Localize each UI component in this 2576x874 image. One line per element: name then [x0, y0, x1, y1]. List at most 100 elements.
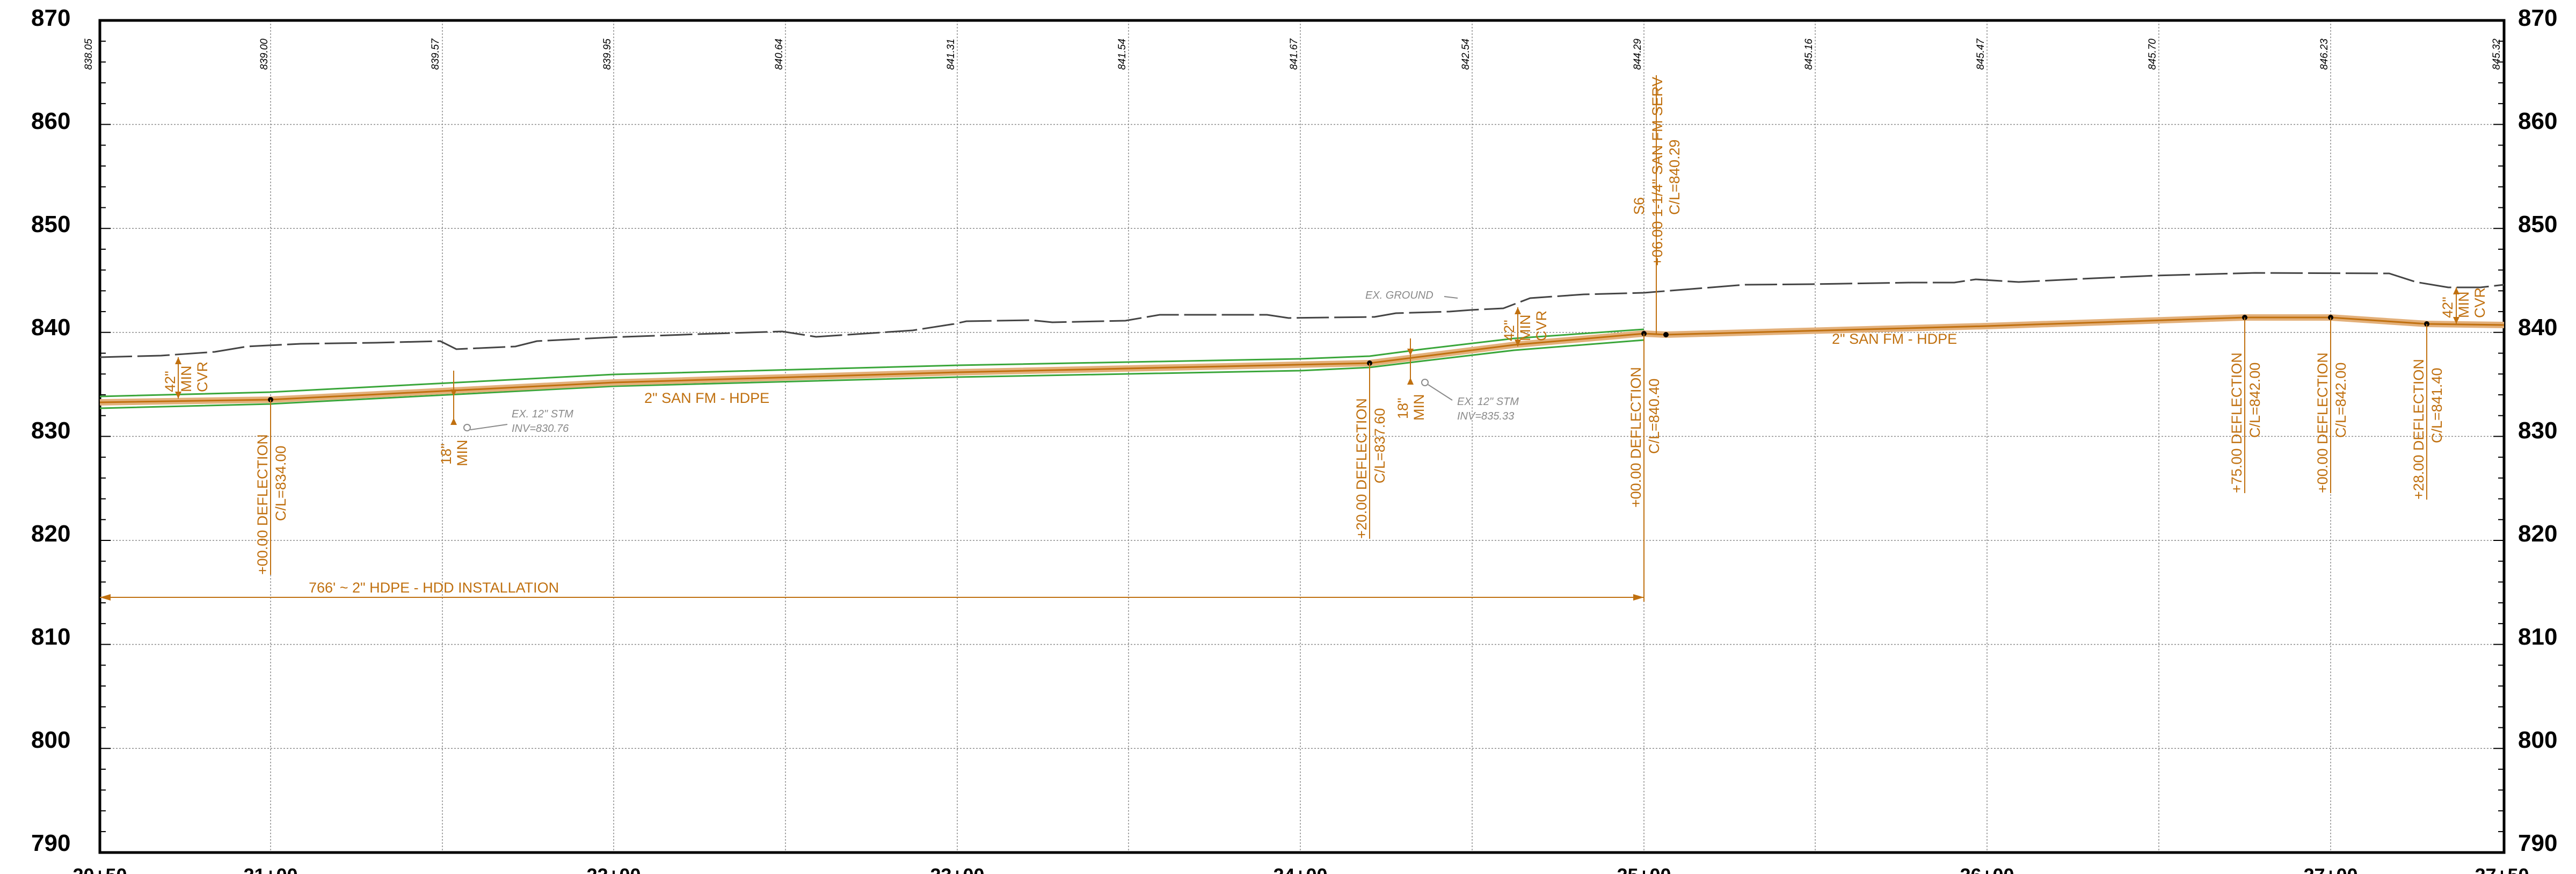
- hdd-label: 766' ~ 2" HDPE - HDD INSTALLATION: [309, 580, 559, 596]
- pipe-centreline: [99, 316, 2505, 403]
- deflection-labels: +00.00 DEFLECTION C/L=834.00 +20.00 DEFL…: [254, 352, 2445, 575]
- elev-label: 870: [31, 5, 70, 31]
- ground-value: 845.16: [1803, 38, 1815, 70]
- clearance-min: MIN: [1411, 394, 1427, 421]
- cover-cvr: CVR: [194, 362, 210, 392]
- storm-leader: [470, 424, 508, 430]
- cover-cvr: CVR: [2472, 287, 2488, 318]
- cover-value: 42": [1501, 320, 1517, 341]
- cover-min: MIN: [178, 366, 194, 393]
- clearance-value: 18": [438, 443, 454, 465]
- arrow-down-icon: [1515, 340, 1521, 346]
- elev-label: 790: [2518, 830, 2557, 856]
- station-label: 27+50: [2475, 864, 2529, 874]
- ex-ground-leader: [1444, 296, 1458, 299]
- elev-label: 850: [31, 211, 70, 237]
- cover-min: MIN: [1517, 315, 1533, 342]
- ground-value: 839.00: [259, 38, 270, 70]
- deflection-station: +20.00 DEFLECTION: [1354, 398, 1370, 539]
- deflection-leaders: [270, 75, 2427, 575]
- ground-value: 842.54: [1460, 39, 1472, 70]
- cover-cvr: CVR: [1533, 310, 1549, 341]
- deflection-point: [1663, 332, 1669, 337]
- arrow-left-icon: [100, 594, 111, 601]
- cover-value: 42": [2440, 297, 2456, 318]
- ground-value: 846.23: [2319, 38, 2330, 70]
- deflection-elevation: C/L=842.00: [2333, 363, 2349, 438]
- station-label: 20+50: [72, 864, 127, 874]
- deflection-elevation: C/L=840.40: [1646, 379, 1662, 454]
- arrow-down-icon: [175, 392, 181, 399]
- deflection-station: +00.00 DEFLECTION: [1628, 367, 1644, 508]
- elev-label: 810: [2518, 624, 2557, 650]
- arrow-up-icon: [2453, 287, 2459, 294]
- cover-value: 42": [162, 371, 178, 392]
- ex-ground-label: EX. GROUND: [1365, 290, 1433, 301]
- ground-value: 840.64: [774, 39, 785, 70]
- arrow-up-icon: [175, 357, 181, 364]
- ground-value: 845.70: [2147, 38, 2158, 70]
- elev-label: 870: [2518, 5, 2557, 31]
- elev-label: 800: [2518, 727, 2557, 753]
- station-axis: 20+50 21+00 22+00 23+00 24+00 25+00 26+0…: [72, 864, 2529, 874]
- deflection-station: +00.00 DEFLECTION: [254, 434, 271, 575]
- deflection-station: +28.00 DEFLECTION: [2411, 359, 2427, 500]
- elev-label: 790: [31, 830, 70, 856]
- ground-value: 841.67: [1289, 38, 1300, 70]
- storm-label: EX. 12" STM: [512, 408, 573, 420]
- service-connection-label: S6 +06.00 1-1/4" SAN FM SERV C/L=840.29: [1631, 77, 1683, 266]
- existing-ground-line: [99, 272, 2505, 358]
- elev-label: 830: [2518, 417, 2557, 444]
- deflection-elevation: C/L=834.00: [273, 446, 289, 521]
- storm-invert: INV=835.33: [1457, 410, 1514, 422]
- station-label: 26+00: [1960, 864, 2014, 874]
- service-description: +06.00 1-1/4" SAN FM SERV: [1649, 77, 1665, 266]
- arrow-right-icon: [1633, 594, 1644, 601]
- min-cover-callout-3: 42" MIN CVR: [2440, 287, 2488, 324]
- station-label: 25+00: [1617, 864, 1671, 874]
- arrow-up-icon: [1407, 378, 1414, 385]
- deflection-station: +75.00 DEFLECTION: [2229, 352, 2245, 493]
- elev-label: 800: [31, 727, 70, 753]
- ground-value: 839.57: [430, 38, 441, 70]
- min-cover-callout-2: 42" MIN CVR: [1501, 307, 1549, 346]
- pipe-label: 2" SAN FM - HDPE: [644, 390, 769, 406]
- min-clearance-callout-1: 18" MIN EX. 12" STM INV=830.76: [438, 371, 573, 466]
- pipe-tolerance-upper: [99, 328, 1644, 398]
- min-cover-callout-1: 42" MIN CVR: [162, 357, 210, 399]
- min-clearance-callout-2: 18" MIN EX. 12" STM INV=835.33: [1395, 338, 1519, 422]
- elev-label: 810: [31, 624, 70, 650]
- elev-label: 840: [2518, 314, 2557, 341]
- deflection-station: +00.00 DEFLECTION: [2315, 352, 2331, 493]
- storm-label: EX. 12" STM: [1457, 396, 1519, 408]
- ground-value: 841.31: [945, 39, 957, 70]
- station-label: 22+00: [586, 864, 641, 874]
- hdd-dimension: 766' ~ 2" HDPE - HDD INSTALLATION: [100, 508, 1644, 602]
- clearance-value: 18": [1395, 398, 1411, 419]
- grid-lines: [100, 20, 2504, 853]
- pipe-tolerance-lower: [99, 339, 1644, 409]
- service-elevation: C/L=840.29: [1667, 140, 1683, 215]
- arrow-down-icon: [450, 389, 457, 396]
- elev-label: 850: [2518, 211, 2557, 237]
- deflection-elevation: C/L=837.60: [1372, 408, 1388, 483]
- elev-label: 860: [31, 108, 70, 134]
- arrow-down-icon: [2453, 317, 2459, 324]
- deflection-elevation: C/L=842.00: [2247, 363, 2263, 438]
- plot-frame: [98, 19, 2506, 854]
- station-label: 24+00: [1273, 864, 1327, 874]
- pipe-label: 2" SAN FM - HDPE: [1832, 331, 1957, 347]
- station-label: 23+00: [930, 864, 984, 874]
- ground-value: 845.32: [2491, 38, 2502, 70]
- elevation-axis-right: 870 860 850 840 830 820 810 800 790: [2518, 5, 2557, 856]
- storm-pipe-icon: [463, 424, 471, 431]
- arrow-up-icon: [450, 418, 457, 425]
- elev-label: 840: [31, 314, 70, 341]
- deflection-markers: [268, 315, 2429, 402]
- clearance-min: MIN: [454, 440, 470, 467]
- station-label: 21+00: [243, 864, 297, 874]
- arrow-up-icon: [1515, 307, 1521, 314]
- ground-value: 838.05: [83, 38, 94, 70]
- ground-value: 845.47: [1975, 38, 1986, 70]
